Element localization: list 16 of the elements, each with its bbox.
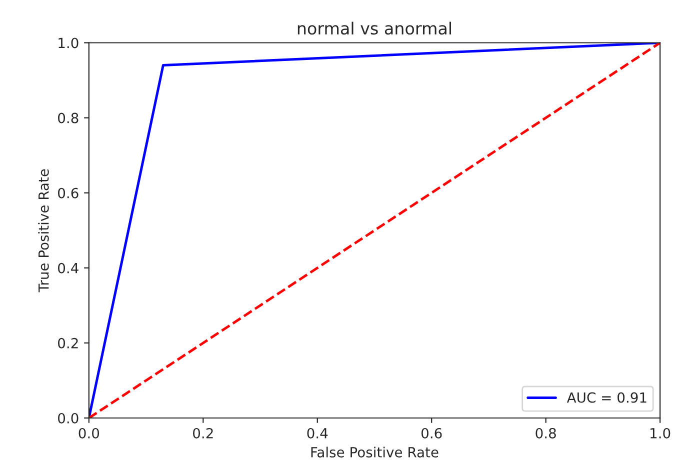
x-tick-label: 0.6 — [421, 428, 442, 438]
y-tick-label: 0.8 — [58, 112, 78, 124]
x-tick-label: 1.0 — [650, 428, 670, 438]
x-tick-label: 0.2 — [193, 428, 213, 438]
chart-title: normal vs anormal — [298, 22, 452, 35]
x-axis-title: False Positive Rate — [311, 446, 438, 458]
y-tick-label: 0.4 — [58, 262, 78, 274]
legend-label: AUC = 0.91 — [566, 392, 646, 403]
x-tick-label: 0.4 — [307, 428, 328, 438]
y-tick-label: 0.2 — [58, 338, 78, 348]
y-axis-title: True Positive Rate — [38, 169, 49, 292]
y-tick-label: 1.0 — [58, 38, 78, 48]
x-tick-label: 0.8 — [536, 428, 556, 438]
y-tick-label: 0.0 — [58, 412, 78, 424]
y-tick-label: 0.6 — [58, 188, 78, 198]
x-tick-label: 0.0 — [78, 428, 100, 438]
